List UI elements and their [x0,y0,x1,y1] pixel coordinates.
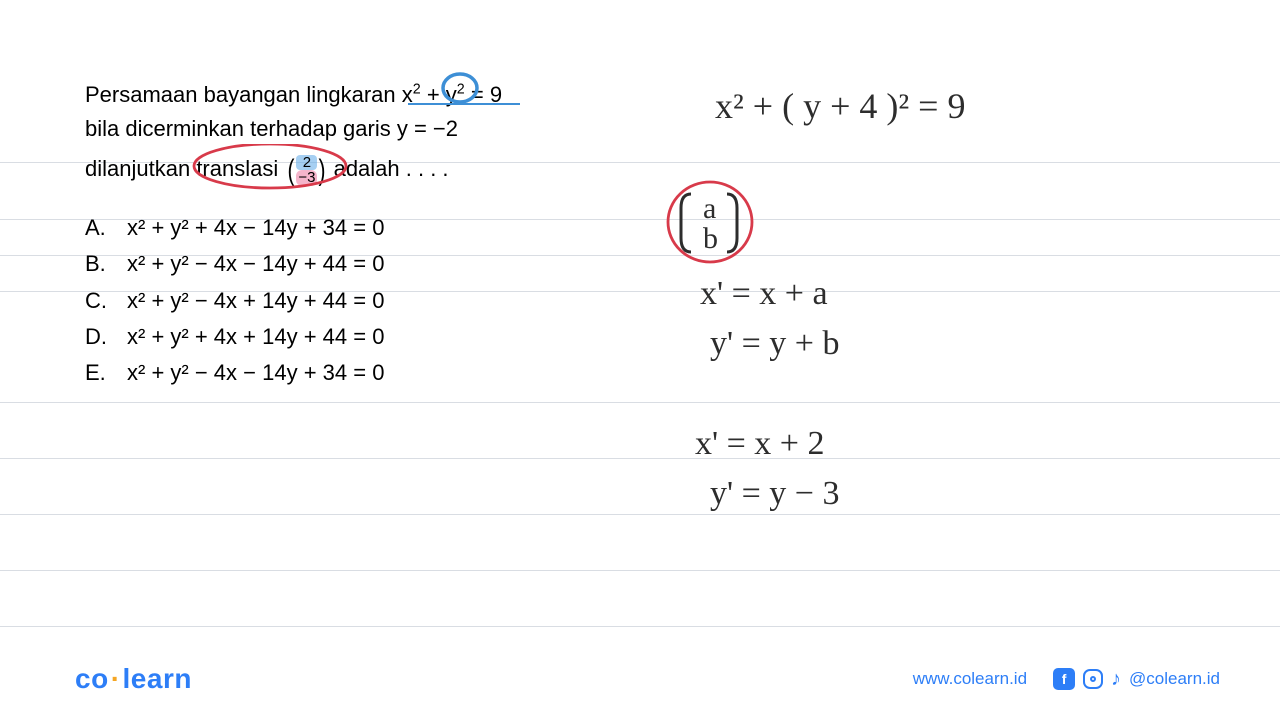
option-row: C. x² + y² − 4x + 14y + 44 = 0 [85,283,384,319]
bracket-right [727,194,737,252]
handwritten-xprime-num: x' = x + 2 [695,425,824,463]
options-list: A. x² + y² + 4x − 14y + 34 = 0 B. x² + y² −… [85,210,384,391]
vec-a: a [703,192,716,225]
handwritten-vector-ab: a b [665,180,755,265]
vec-bot: −3 [296,170,317,186]
problem-line3-pre: dilanjutkan [85,156,196,181]
footer: co·learn www.colearn.id f ♪ @colearn.id [75,663,1220,695]
option-letter: D. [85,319,113,355]
problem-eq-underline [408,103,520,105]
option-expr: x² + y² − 4x − 14y + 34 = 0 [127,355,384,391]
logo-learn: learn [123,663,192,694]
vec-b: b [703,222,718,255]
option-row: E. x² + y² − 4x − 14y + 34 = 0 [85,355,384,391]
handwritten-eq1: x² + ( y + 4 )² = 9 [715,85,965,127]
option-expr: x² + y² − 4x + 14y + 44 = 0 [127,283,384,319]
social-icons: f ♪ @colearn.id [1053,668,1220,691]
option-expr: x² + y² + 4x − 14y + 34 = 0 [127,210,384,246]
problem-line2: bila dicerminkan terhadap garis y = −2 [85,112,595,146]
instagram-icon [1083,669,1103,689]
option-letter: A. [85,210,113,246]
translasi-circled: translasi ( 2 −3 ) [196,152,327,186]
option-row: B. x² + y² − 4x − 14y + 44 = 0 [85,246,384,282]
handwritten-yprime-num: y' = y − 3 [710,475,839,513]
vec-top: 2 [296,155,317,171]
option-expr: x² + y² − 4x − 14y + 44 = 0 [127,246,384,282]
problem-line3-post: adalah . . . . [327,156,448,181]
social-handle: @colearn.id [1129,669,1220,689]
facebook-icon: f [1053,668,1075,690]
logo-dot: · [111,663,121,694]
eq-y-circled: y2 [446,78,465,112]
option-expr: x² + y² + 4x + 14y + 44 = 0 [127,319,384,355]
logo-co: co [75,663,109,694]
footer-url: www.colearn.id [913,669,1027,689]
problem-text: Persamaan bayangan lingkaran x2 + y2 = 9… [85,78,595,186]
option-letter: B. [85,246,113,282]
option-letter: E. [85,355,113,391]
bracket-left [681,194,691,252]
tiktok-icon: ♪ [1111,668,1121,691]
handwritten-xprime-gen: x' = x + a [700,275,828,313]
handwritten-yprime-gen: y' = y + b [710,325,839,363]
option-letter: C. [85,283,113,319]
problem-line1-pre: Persamaan bayangan lingkaran [85,82,402,107]
logo: co·learn [75,663,192,695]
option-row: A. x² + y² + 4x − 14y + 34 = 0 [85,210,384,246]
option-row: D. x² + y² + 4x + 14y + 44 = 0 [85,319,384,355]
translasi-word: translasi [196,156,278,181]
